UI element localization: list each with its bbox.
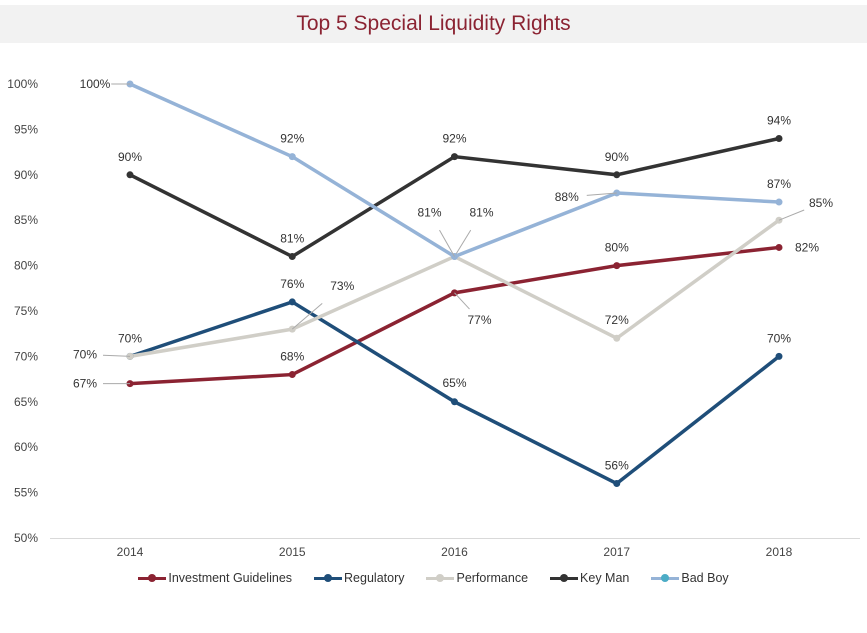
data-label: 72% — [605, 313, 629, 327]
y-tick-label: 60% — [14, 440, 38, 454]
data-label: 80% — [605, 241, 629, 255]
data-label: 87% — [767, 177, 791, 191]
data-label: 77% — [467, 313, 491, 327]
data-label: 76% — [280, 277, 304, 291]
data-label: 70% — [73, 347, 97, 361]
data-label: 90% — [118, 150, 142, 164]
x-tick-label: 2017 — [603, 545, 630, 559]
leader-line — [102, 354, 131, 357]
x-tick-label: 2014 — [117, 545, 144, 559]
data-point — [613, 171, 621, 179]
y-tick-label: 50% — [14, 531, 38, 545]
x-tick-label: 2015 — [279, 545, 306, 559]
series-line-investment-guidelines — [129, 245, 780, 386]
data-label: 100% — [80, 77, 111, 91]
legend-label: Regulatory — [344, 571, 405, 585]
data-point — [613, 334, 621, 342]
data-label: 67% — [73, 377, 97, 391]
legend-item: Key Man — [550, 571, 629, 585]
y-tick-label: 95% — [14, 122, 38, 136]
data-point — [288, 253, 296, 261]
chart-title: Top 5 Special Liquidity Rights — [296, 12, 571, 35]
data-point — [775, 134, 783, 142]
data-label: 82% — [795, 240, 819, 254]
data-point — [775, 352, 783, 360]
legend-item: Performance — [426, 571, 528, 585]
data-label: 70% — [767, 331, 791, 345]
data-label: 81% — [417, 206, 441, 220]
data-point — [288, 298, 296, 306]
legend: Investment Guidelines Regulatory Performan… — [0, 571, 867, 585]
x-tick-label: 2016 — [441, 545, 468, 559]
data-label: 70% — [118, 331, 142, 345]
data-label: 88% — [555, 190, 579, 204]
y-tick-label: 55% — [14, 486, 38, 500]
data-label: 81% — [469, 206, 493, 220]
legend-swatch — [651, 574, 680, 582]
legend-swatch — [138, 574, 167, 582]
legend-swatch — [314, 574, 343, 582]
x-tick-label: 2018 — [766, 545, 793, 559]
data-label: 81% — [280, 232, 304, 246]
title-band — [0, 5, 867, 43]
data-label: 73% — [330, 279, 354, 293]
legend-label: Bad Boy — [681, 571, 729, 585]
legend-item: Investment Guidelines — [138, 571, 292, 585]
data-point — [288, 153, 296, 161]
legend-label: Key Man — [580, 571, 630, 585]
series-line-regulatory — [129, 300, 781, 486]
leader-line — [454, 292, 470, 310]
data-point — [775, 243, 783, 251]
y-tick-label: 80% — [14, 259, 38, 273]
legend-label: Investment Guidelines — [168, 571, 293, 585]
series-line-performance — [129, 218, 781, 359]
data-point — [775, 198, 783, 206]
y-tick-label: 90% — [14, 168, 38, 182]
y-tick-label: 100% — [7, 77, 38, 91]
leader-line — [291, 302, 323, 330]
data-label: 92% — [280, 132, 304, 146]
legend-swatch — [550, 574, 579, 582]
legend-label: Performance — [456, 571, 529, 585]
data-point — [451, 398, 458, 406]
legend-swatch — [426, 574, 455, 582]
y-tick-label: 75% — [14, 304, 38, 318]
data-point — [288, 371, 296, 379]
data-point — [126, 171, 134, 179]
leader-line — [778, 209, 805, 221]
data-label: 92% — [442, 132, 466, 146]
leader-line — [454, 229, 472, 257]
data-label: 65% — [442, 376, 466, 390]
legend-item: Regulatory — [314, 571, 404, 585]
data-label: 90% — [605, 150, 629, 164]
data-point — [451, 153, 458, 161]
y-tick-label: 85% — [14, 213, 38, 227]
legend-item: Bad Boy — [651, 571, 729, 585]
data-point — [613, 262, 621, 270]
series-line-bad-boy — [129, 82, 780, 259]
y-tick-label: 65% — [14, 395, 38, 409]
leader-line — [439, 229, 455, 257]
y-tick-label: 70% — [14, 349, 38, 363]
leader-line — [586, 192, 617, 196]
data-label: 56% — [605, 459, 629, 473]
data-point — [613, 480, 621, 488]
data-label: 85% — [809, 196, 833, 210]
data-label: 94% — [767, 113, 791, 127]
data-label: 68% — [280, 350, 304, 364]
